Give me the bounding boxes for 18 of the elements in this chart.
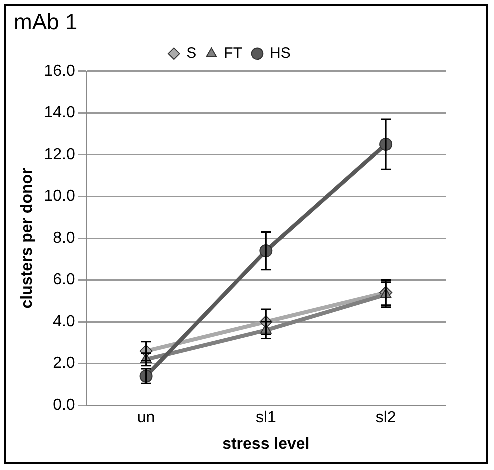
y-tick-label: 16.0 [44, 62, 76, 80]
y-tick-label: 2.0 [53, 355, 76, 372]
y-tick-label: 4.0 [53, 313, 76, 330]
legend-label: FT [224, 45, 242, 62]
x-axis-title: stress level [222, 436, 310, 453]
legend-label: HS [270, 45, 291, 62]
x-tick-label: sl1 [256, 410, 276, 427]
x-tick-label: un [137, 410, 156, 427]
legend-label: S [186, 45, 197, 62]
y-tick-label: 8.0 [53, 230, 76, 247]
y-tick-label: 6.0 [53, 272, 76, 289]
chart-title: mAb 1 [14, 9, 78, 34]
x-tick-label: sl2 [376, 410, 396, 427]
y-tick-label: 10.0 [44, 188, 76, 206]
y-tick-label: 0.0 [53, 397, 76, 414]
y-tick-label: 14.0 [44, 104, 76, 122]
y-tick-label: 12.0 [44, 146, 76, 164]
y-axis-title: clusters per donor [19, 168, 36, 309]
